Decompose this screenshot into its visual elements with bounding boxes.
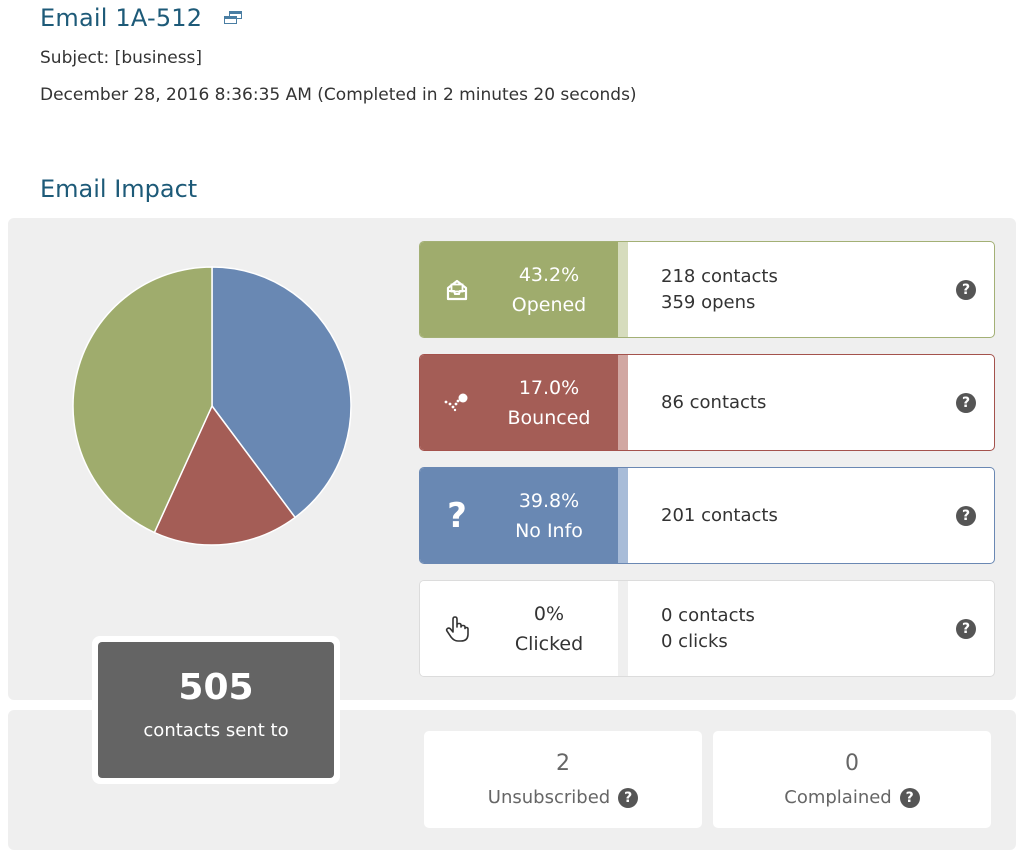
stat-clicked-contacts: 0 contacts	[661, 604, 755, 626]
unsubscribed-label: Unsubscribed	[487, 787, 611, 808]
email-impact-heading: Email Impact	[40, 175, 198, 203]
unsubscribed-count: 2	[556, 751, 570, 776]
complained-label: Complained	[784, 787, 892, 808]
stat-opened-opens: 359 opens	[661, 291, 756, 313]
contacts-sent-inner: 505 contacts sent to	[98, 642, 334, 778]
bounce-icon	[444, 390, 470, 416]
pie-slice-opened	[72, 266, 213, 534]
stat-clicked-strip	[618, 581, 628, 676]
help-icon[interactable]: ?	[956, 618, 976, 639]
stat-clicked-label: Clicked	[514, 632, 584, 655]
impact-pie-chart	[72, 266, 352, 546]
contacts-sent-card: 505 contacts sent to	[92, 636, 340, 784]
unsubscribed-row: Unsubscribed?	[424, 785, 702, 811]
stat-bounced-contacts: 86 contacts	[661, 391, 767, 413]
stat-noinfo: ? 39.8% No Info 201 contacts ?	[419, 467, 995, 564]
stat-bounced-summary: 17.0% Bounced	[420, 355, 618, 450]
envelope-open-icon	[444, 277, 470, 303]
stat-noinfo-summary: ? 39.8% No Info	[420, 468, 618, 563]
email-subject: Subject: [business]	[40, 48, 203, 68]
complained-count: 0	[845, 751, 859, 776]
stat-opened-contacts: 218 contacts	[661, 265, 778, 287]
complained-card: 0 Complained?	[713, 731, 991, 828]
contacts-sent-caption: contacts sent to	[143, 720, 289, 741]
stat-opened-label: Opened	[511, 293, 587, 316]
email-title-row: Email 1A-512	[40, 4, 246, 32]
pie-slice-bounced	[153, 404, 297, 546]
stat-clicked-percent: 0%	[533, 602, 565, 625]
stat-opened-summary: 43.2% Opened	[420, 242, 618, 337]
stat-bounced-label: Bounced	[507, 406, 591, 429]
stat-bounced: 17.0% Bounced 86 contacts ?	[419, 354, 995, 451]
contacts-sent-count: 505	[178, 667, 254, 708]
help-icon[interactable]: ?	[618, 788, 639, 808]
pie-slice-no-info	[211, 266, 352, 519]
stat-noinfo-label: No Info	[515, 519, 583, 542]
question-mark-icon: ?	[447, 495, 467, 536]
help-icon[interactable]: ?	[956, 279, 976, 300]
stat-clicked-details: 0 contacts 0 clicks ?	[628, 581, 994, 676]
stat-bounced-details: 86 contacts ?	[628, 355, 994, 450]
page-title: Email 1A-512	[40, 4, 203, 32]
stat-opened-percent: 43.2%	[518, 263, 580, 286]
email-date: December 28, 2016 8:36:35 AM (Completed …	[40, 85, 637, 105]
stat-clicked-summary: 0% Clicked	[420, 581, 618, 676]
stat-opened-details: 218 contacts 359 opens ?	[628, 242, 994, 337]
pointer-hand-icon	[444, 615, 470, 642]
stat-noinfo-strip	[618, 468, 628, 563]
help-icon[interactable]: ?	[956, 505, 976, 526]
stat-noinfo-percent: 39.8%	[518, 489, 580, 512]
complained-row: Complained?	[713, 785, 991, 811]
unsubscribed-card: 2 Unsubscribed?	[424, 731, 702, 828]
stat-noinfo-details: 201 contacts ?	[628, 468, 994, 563]
stat-bounced-percent: 17.0%	[518, 376, 580, 399]
stat-noinfo-contacts: 201 contacts	[661, 504, 778, 526]
help-icon[interactable]: ?	[956, 392, 976, 413]
stat-opened-strip	[618, 242, 628, 337]
help-icon[interactable]: ?	[899, 788, 920, 808]
stat-bounced-strip	[618, 355, 628, 450]
stat-clicked-clicks: 0 clicks	[661, 630, 728, 652]
stat-clicked: 0% Clicked 0 contacts 0 clicks ?	[419, 580, 995, 677]
popout-window-icon[interactable]	[224, 10, 246, 26]
stat-opened: 43.2% Opened 218 contacts 359 opens ?	[419, 241, 995, 338]
